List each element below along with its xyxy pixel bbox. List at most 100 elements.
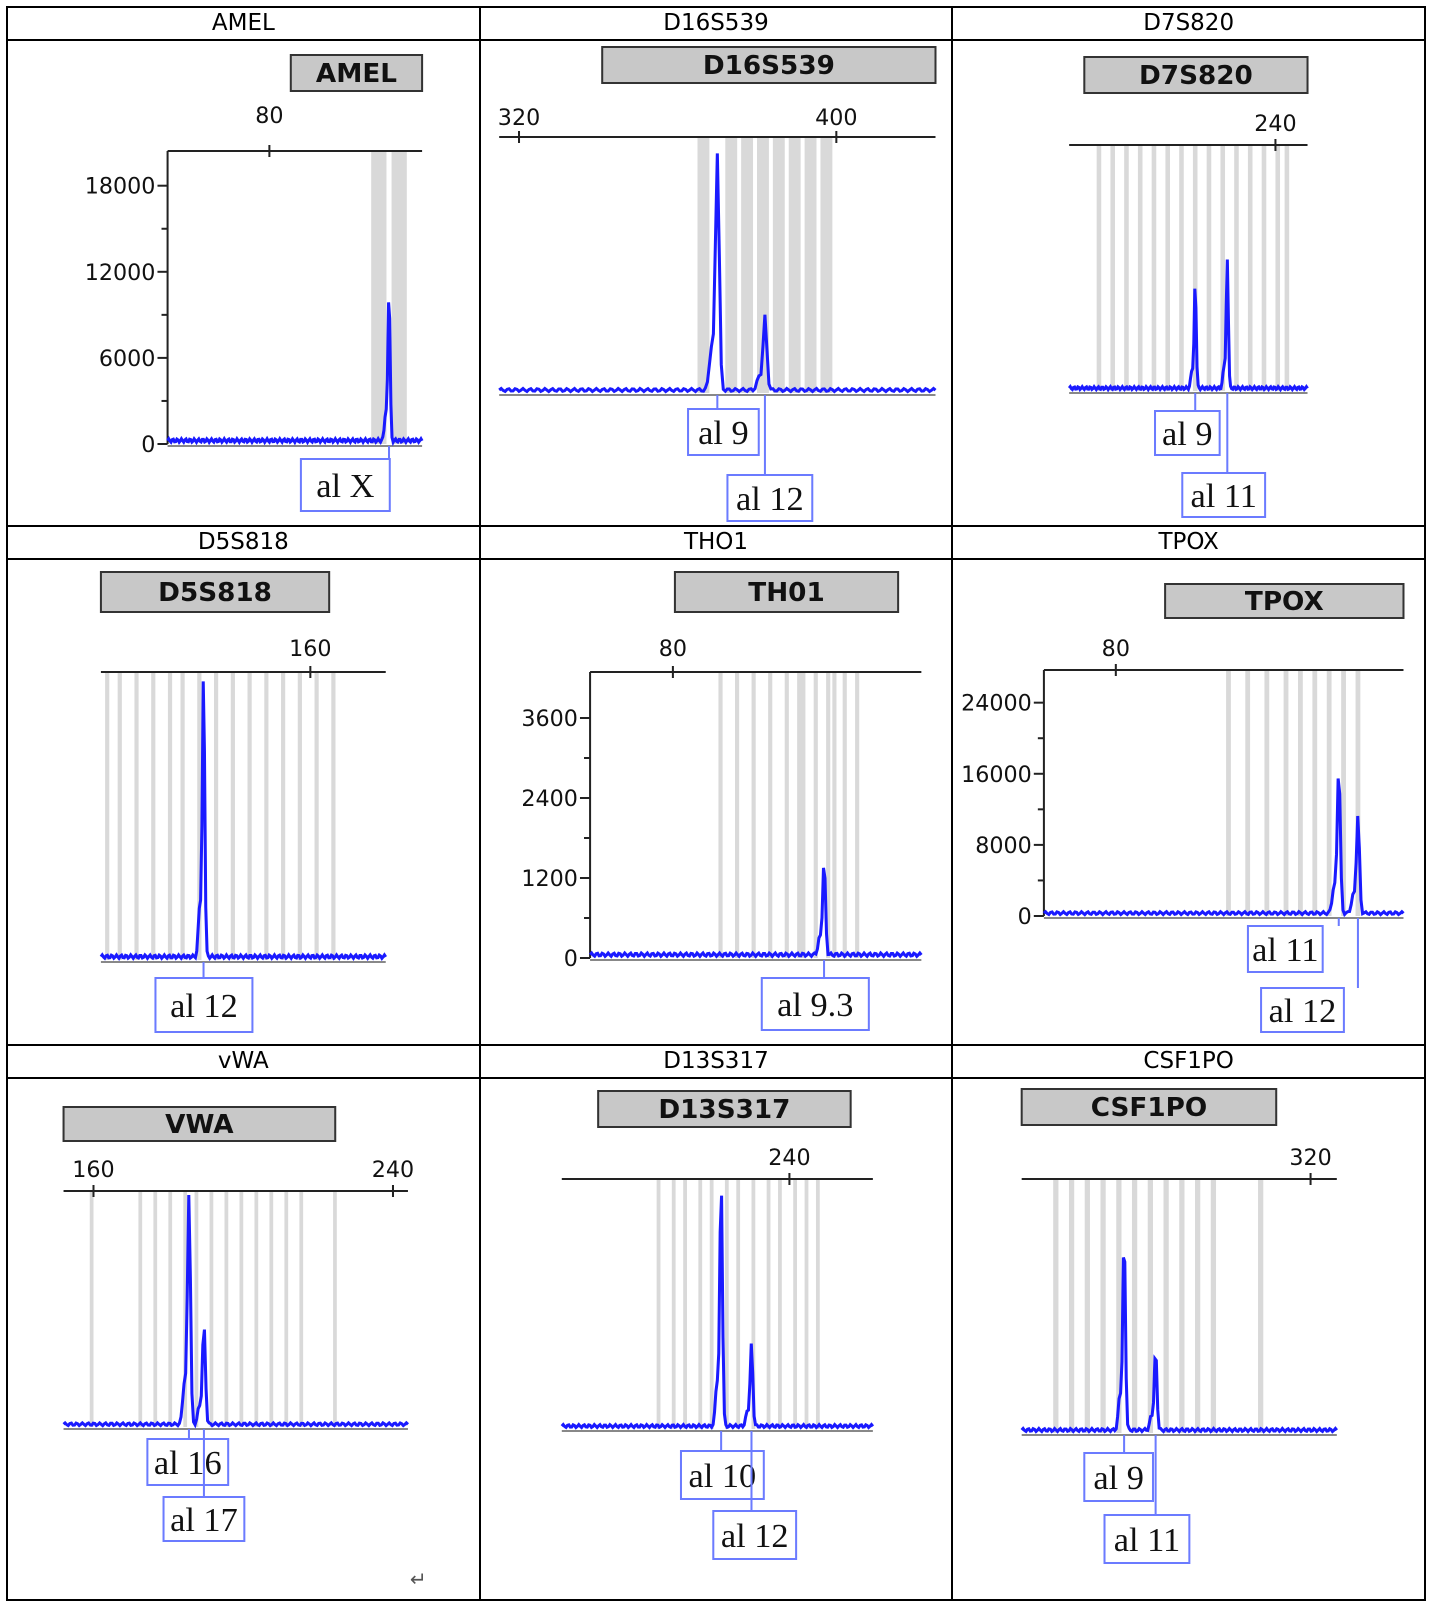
allele-bin: [740, 137, 753, 393]
allele-bin: [709, 1179, 714, 1429]
allele-bin: [735, 1179, 740, 1429]
allele-label-box: [679, 1450, 765, 1500]
locus-box: [1164, 583, 1405, 619]
allele-bin: [1275, 145, 1281, 391]
locus-box-label: CSF1PO: [1091, 1093, 1207, 1123]
allele-label-box: [1103, 1514, 1191, 1564]
allele-label: al 12: [170, 988, 238, 1025]
allele-bin: [168, 1191, 173, 1427]
electropherogram-d5s818: D5S818 160 al 12: [99, 571, 388, 1033]
allele-label-box: [760, 977, 870, 1031]
allele-bin: [167, 672, 173, 960]
trace-line: [560, 1195, 874, 1431]
allele-bin: [1138, 145, 1143, 391]
allele-bin: [314, 672, 319, 960]
allele-bin: [1226, 670, 1232, 916]
allele-bin: [831, 672, 837, 958]
x-tick-label: 240: [768, 1145, 810, 1171]
locus-box-label: AMEL: [316, 59, 397, 89]
allele-bin: [1234, 145, 1240, 391]
locus-title-vwa: vWA: [6, 1044, 481, 1079]
x-tick-label: 400: [815, 105, 857, 131]
allele-label: al 11: [1252, 932, 1318, 969]
locus-box: [596, 1090, 852, 1128]
allele-bin: [1163, 1179, 1170, 1433]
allele-bin: [281, 672, 286, 960]
electropherogram-csf1po: CSF1PO 320 al 9 al 11: [1020, 1088, 1339, 1564]
allele-bin: [697, 137, 710, 393]
allele-label-box: [686, 408, 760, 456]
allele-bin: [777, 1179, 782, 1429]
trace-line: [588, 867, 923, 959]
trace-line: [62, 1194, 409, 1429]
allele-bin: [1245, 670, 1251, 916]
electropherogram-cell-csf1po: CSF1PO 320 al 9 al 11: [951, 1077, 1426, 1601]
y-tick-label: 16000: [961, 762, 1032, 788]
electropherogram-tpox: TPOX 80 0 8000 16000 24000 al 11 al 12: [961, 583, 1405, 1033]
allele-bin: [1116, 1179, 1122, 1433]
allele-bin: [724, 1179, 729, 1429]
allele-bin: [1096, 145, 1102, 391]
allele-label-box: [1154, 410, 1221, 456]
trace-line: [1020, 1257, 1339, 1434]
allele-bin: [1258, 1179, 1264, 1433]
y-tick-label: 2400: [521, 786, 578, 812]
allele-bin: [134, 672, 139, 960]
allele-bin: [209, 1191, 214, 1427]
allele-bin: [1341, 670, 1347, 916]
locus-box: [1083, 56, 1309, 94]
electropherogram-cell-d7s820: D7S820 240 al 9 al 11: [951, 39, 1426, 527]
allele-bin: [224, 1191, 229, 1427]
allele-bin: [183, 1191, 188, 1427]
x-tick-label: 240: [372, 1157, 414, 1183]
allele-bin: [671, 1179, 676, 1429]
allele-label: al 9.3: [777, 987, 853, 1024]
locus-box-label: D5S818: [158, 578, 272, 608]
locus-box-label: D7S820: [1139, 61, 1253, 91]
x-tick-label: 320: [1290, 1145, 1332, 1171]
allele-bin: [1085, 1179, 1091, 1433]
allele-bin: [117, 672, 122, 960]
locus-box: [600, 46, 937, 84]
electropherogram-th01: TH01 80 0 1200 2400 3600 al 9.3: [521, 571, 923, 1031]
y-tick-label: 0: [1018, 904, 1032, 930]
allele-bin: [1053, 1179, 1059, 1433]
locus-box: [289, 54, 424, 92]
allele-bin: [842, 672, 847, 958]
allele-bin: [825, 672, 830, 958]
electropherogram-d16s539: D16S539 320 400 al 9 al 12: [497, 46, 937, 522]
locus-title-d13s317: D13S317: [478, 1044, 954, 1079]
allele-bin: [796, 672, 806, 958]
allele-bin: [698, 1179, 702, 1429]
locus-title-csf1po: CSF1PO: [951, 1044, 1426, 1079]
y-tick-label: 3600: [521, 706, 578, 732]
electropherogram-amel: AMEL 80 0 6000 12000 18000 al X: [85, 54, 424, 512]
allele-bin: [656, 1179, 661, 1429]
allele-bin: [724, 137, 737, 393]
allele-bin: [105, 672, 110, 960]
allele-bin: [820, 137, 833, 393]
allele-label-box: [162, 1496, 246, 1542]
locus-title-d16s539: D16S539: [478, 6, 954, 41]
allele-bin: [1124, 145, 1130, 391]
electropherogram-cell-vwa: VWA 160 240 al 16 al 17 ↵: [6, 1077, 481, 1601]
allele-bin: [1069, 1179, 1075, 1433]
table-row: D5S818 THO1 TPOX: [6, 525, 1426, 560]
allele-label: al 12: [736, 481, 804, 518]
electropherogram-cell-d13s317: D13S317 240 al 10 al 12: [478, 1077, 954, 1601]
allele-bin: [813, 672, 818, 958]
allele-bin: [239, 1191, 244, 1427]
y-tick-label: 18000: [85, 174, 156, 200]
electropherogram-cell-th01: TH01 80 0 1200 2400 3600 al 9.3: [478, 558, 954, 1046]
trace-line: [1068, 259, 1310, 393]
allele-bin: [230, 672, 235, 960]
allele-label-box: [1181, 472, 1267, 518]
allele-bin: [1327, 670, 1332, 916]
allele-bin: [1193, 145, 1198, 391]
allele-bin: [734, 672, 739, 958]
allele-bin: [153, 1191, 158, 1427]
allele-bin: [1355, 670, 1361, 916]
allele-bin: [682, 1179, 687, 1429]
allele-label-box: [154, 977, 254, 1033]
